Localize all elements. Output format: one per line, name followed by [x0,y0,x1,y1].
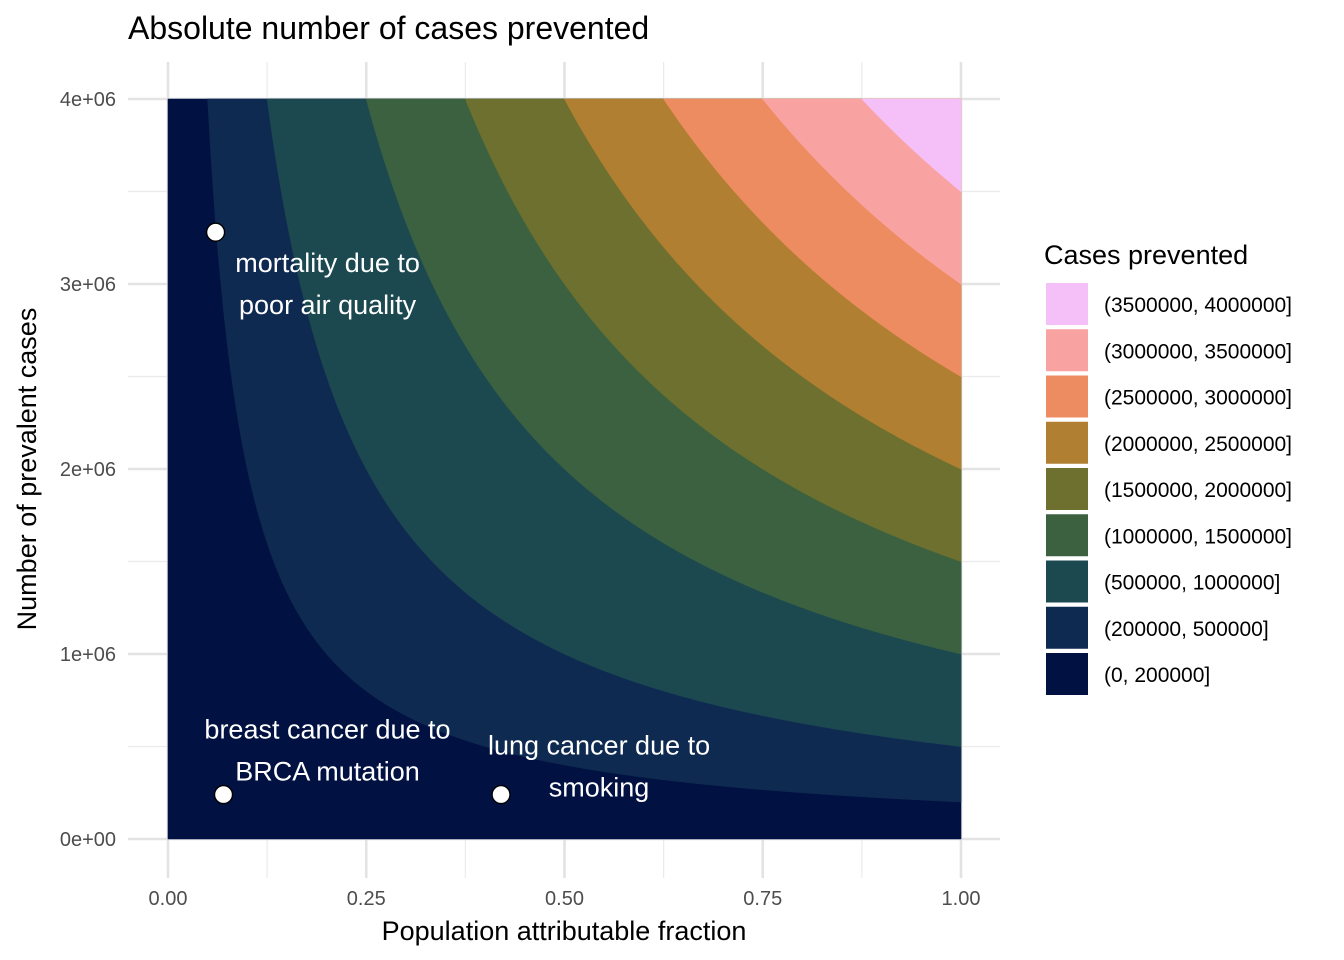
point-label: poor air quality [239,290,417,320]
legend-label: (1000000, 1500000] [1104,525,1292,548]
legend-swatch [1046,468,1088,510]
y-axis-title: Number of prevalent cases [12,308,42,631]
point-label: smoking [549,773,650,803]
annotation-points: mortality due to poor air quality breast c… [204,222,710,805]
legend-label: (200000, 500000] [1104,618,1269,641]
x-axis-title: Population attributable fraction [382,916,747,946]
legend-label: (2000000, 2500000] [1104,433,1292,456]
legend: Cases prevented (3500000, 4000000] (30000… [1044,240,1292,695]
legend-swatch [1046,329,1088,372]
y-tick-label: 1e+06 [60,644,116,666]
legend-swatch [1046,375,1088,418]
point-label: lung cancer due to [488,731,710,761]
x-tick-label: 1.00 [942,888,981,910]
x-tick-label: 0.25 [347,888,386,910]
legend-swatch [1046,514,1088,557]
legend-swatch [1046,421,1088,464]
legend-swatch [1046,606,1088,649]
y-tick-label: 3e+06 [60,274,116,296]
legend-title: Cases prevented [1044,240,1248,270]
contour-band [861,98,962,193]
legend-label: (3000000, 3500000] [1104,340,1292,363]
point-label: breast cancer due to [204,715,450,745]
point-label: BRCA mutation [235,757,420,787]
legend-label: (3500000, 4000000] [1104,294,1292,317]
legend-label: (2500000, 3000000] [1104,387,1292,410]
legend-label: (1500000, 2000000] [1104,479,1292,502]
y-tick-label: 0e+00 [60,829,116,851]
y-axis-ticks: 0e+00 1e+06 2e+06 3e+06 4e+06 [60,89,116,851]
x-tick-label: 0.50 [545,888,584,910]
data-point [491,784,511,805]
x-axis-ticks: 0.00 0.25 0.50 0.75 1.00 [149,888,981,910]
legend-swatch [1046,560,1088,603]
y-tick-label: 2e+06 [60,459,116,481]
y-tick-label: 4e+06 [60,89,116,111]
legend-label: (500000, 1000000] [1104,572,1280,595]
legend-swatch [1046,653,1088,695]
data-point [205,222,226,242]
legend-swatch [1046,283,1088,325]
x-tick-label: 0.75 [743,888,782,910]
chart-title: Absolute number of cases prevented [128,10,649,46]
data-point [213,784,234,805]
legend-label: (0, 200000] [1104,664,1210,687]
x-tick-label: 0.00 [149,888,188,910]
point-label: mortality due to [235,248,420,278]
contour-bands [167,98,962,840]
